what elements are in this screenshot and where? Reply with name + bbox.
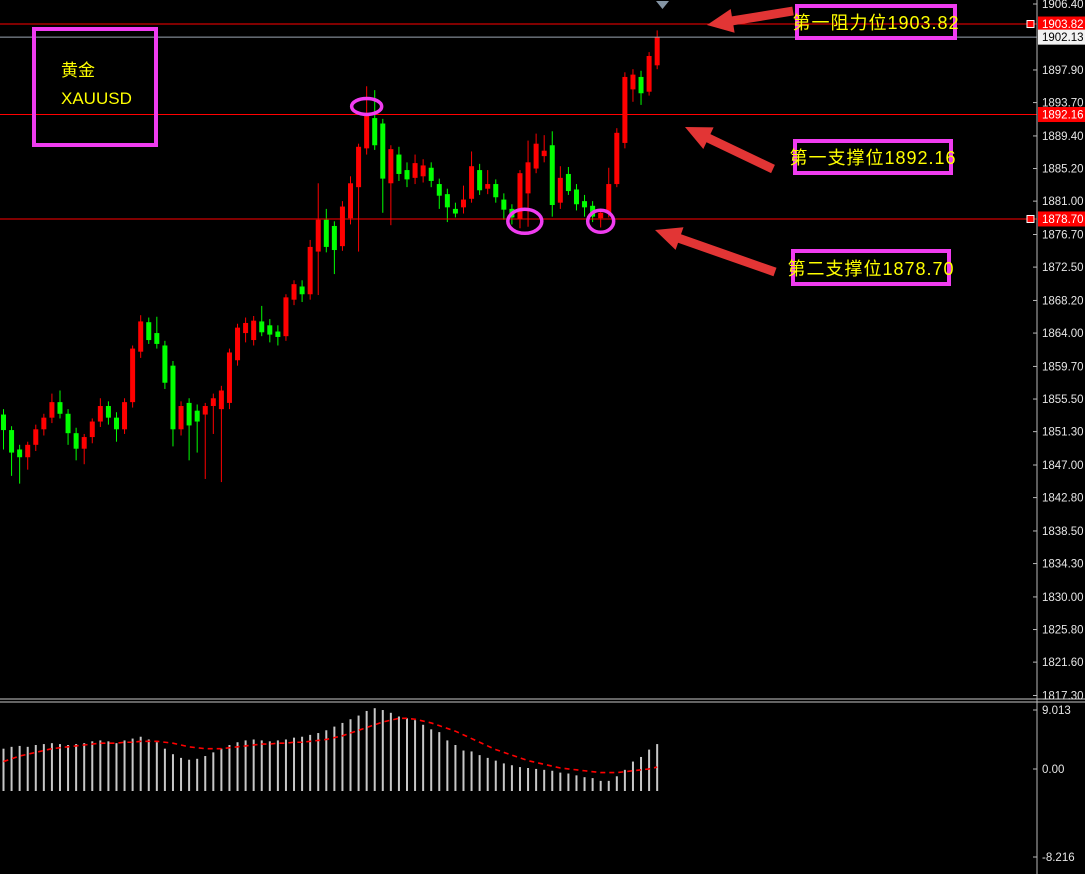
svg-text:1876.70: 1876.70 bbox=[1042, 230, 1084, 242]
svg-text:-8.216: -8.216 bbox=[1042, 852, 1075, 864]
svg-text:1889.40: 1889.40 bbox=[1042, 131, 1084, 143]
svg-text:1859.70: 1859.70 bbox=[1042, 361, 1084, 373]
svg-text:1897.90: 1897.90 bbox=[1042, 65, 1084, 77]
resistance1-arrow[interactable] bbox=[707, 6, 794, 33]
svg-text:1842.80: 1842.80 bbox=[1042, 493, 1084, 505]
support2-arrow[interactable] bbox=[655, 227, 777, 277]
svg-text:9.013: 9.013 bbox=[1042, 705, 1071, 717]
svg-text:1864.00: 1864.00 bbox=[1042, 328, 1084, 340]
svg-text:1834.30: 1834.30 bbox=[1042, 559, 1084, 571]
support1-annotation-box[interactable]: 第一支撑位1892.16 bbox=[789, 139, 956, 175]
symbol-label-box[interactable]: 黄金 XAUUSD bbox=[32, 27, 158, 147]
svg-text:1817.30: 1817.30 bbox=[1042, 691, 1084, 703]
resistance1-label: 第一阻力位1903.82 bbox=[792, 13, 960, 33]
svg-text:0.00: 0.00 bbox=[1042, 764, 1064, 776]
arrows-group[interactable] bbox=[655, 6, 794, 277]
svg-text:1892.16: 1892.16 bbox=[1042, 110, 1084, 122]
svg-text:1872.50: 1872.50 bbox=[1042, 262, 1084, 274]
svg-text:1906.40: 1906.40 bbox=[1042, 0, 1084, 11]
support2-label: 第二支撑位1878.70 bbox=[787, 258, 955, 279]
svg-text:1830.00: 1830.00 bbox=[1042, 592, 1084, 604]
svg-text:1868.20: 1868.20 bbox=[1042, 295, 1084, 307]
svg-text:1855.50: 1855.50 bbox=[1042, 394, 1084, 406]
svg-text:1903.82: 1903.82 bbox=[1042, 19, 1084, 31]
svg-text:1851.30: 1851.30 bbox=[1042, 427, 1084, 439]
indicator-pane bbox=[0, 698, 1085, 791]
svg-text:1847.00: 1847.00 bbox=[1042, 460, 1084, 472]
symbol-ticker: XAUUSD bbox=[61, 89, 132, 109]
svg-text:1885.20: 1885.20 bbox=[1042, 164, 1084, 176]
resistance1-annotation-box[interactable]: 第一阻力位1903.82 bbox=[792, 4, 960, 40]
highlight-ellipses-group[interactable] bbox=[349, 96, 616, 236]
support2-annotation-box[interactable]: 第二支撑位1878.70 bbox=[787, 249, 954, 286]
svg-text:1838.50: 1838.50 bbox=[1042, 526, 1084, 538]
price-axis[interactable]: 1906.40 1897.90 1893.70 1889.40 1885.20 1881.… bbox=[1033, 0, 1085, 874]
support1-arrow[interactable] bbox=[685, 127, 775, 174]
svg-text:1902.13: 1902.13 bbox=[1042, 32, 1084, 44]
svg-text:1825.80: 1825.80 bbox=[1042, 625, 1084, 637]
symbol-name-cn: 黄金 bbox=[61, 61, 95, 80]
svg-text:1881.00: 1881.00 bbox=[1042, 196, 1084, 208]
svg-text:1893.70: 1893.70 bbox=[1042, 98, 1084, 110]
svg-text:1878.70: 1878.70 bbox=[1042, 214, 1084, 226]
svg-text:1821.60: 1821.60 bbox=[1042, 657, 1084, 669]
support1-label: 第一支撑位1892.16 bbox=[789, 148, 957, 168]
